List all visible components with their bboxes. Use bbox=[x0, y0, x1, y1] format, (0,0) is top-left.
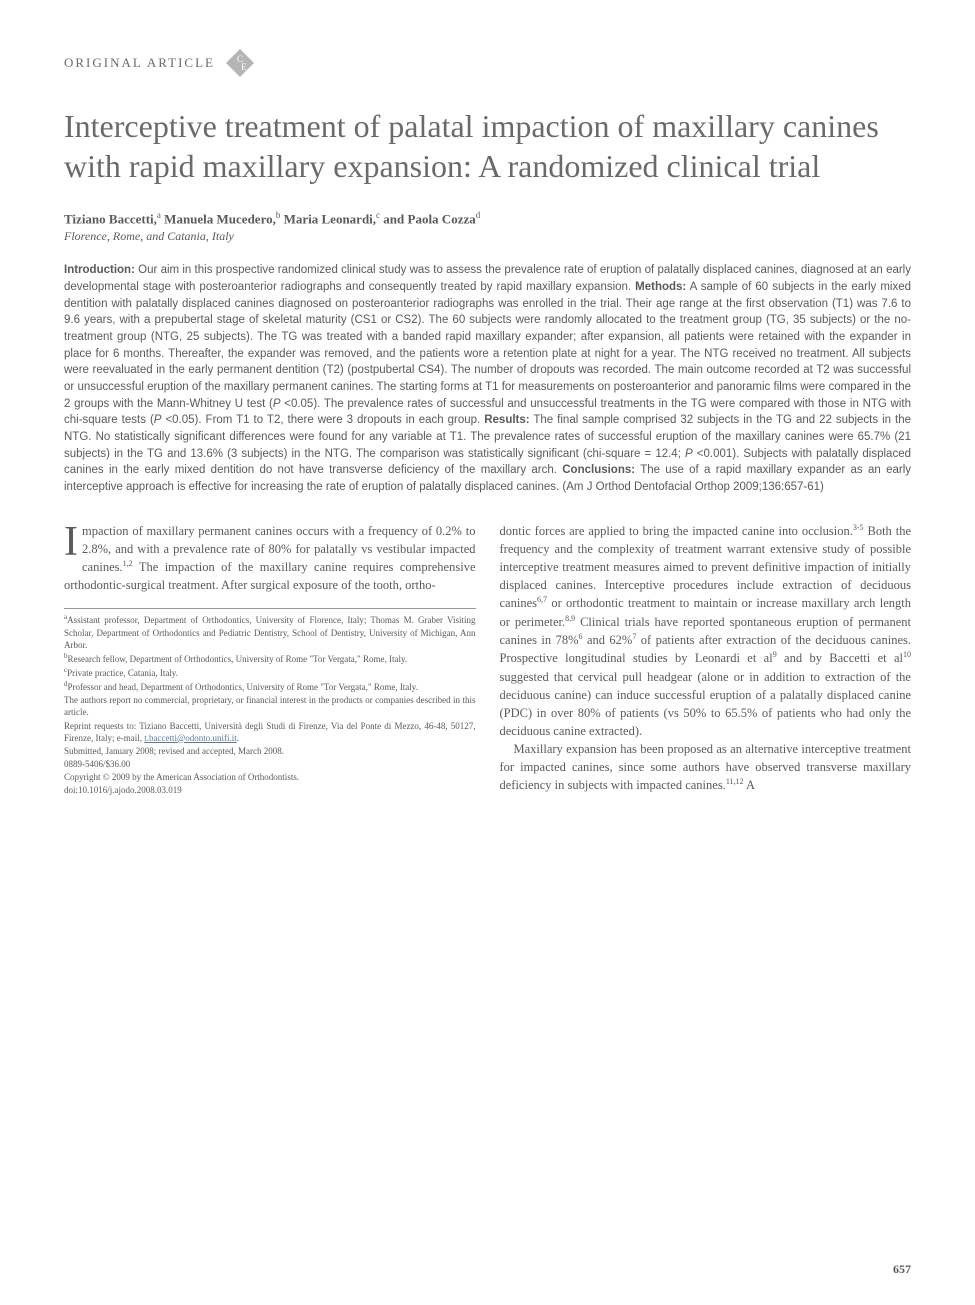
body-paragraph-3: Maxillary expansion has been proposed as… bbox=[500, 740, 912, 795]
footnote-copyright: Copyright © 2009 by the American Associa… bbox=[64, 771, 476, 783]
badge-e: E bbox=[241, 62, 247, 72]
column-left: Impaction of maxillary permanent canines… bbox=[64, 522, 476, 798]
footnote-doi: doi:10.1016/j.ajodo.2008.03.019 bbox=[64, 784, 476, 796]
dropcap: I bbox=[64, 522, 82, 562]
abstract-intro-label: Introduction: bbox=[64, 264, 135, 276]
footnote-d: dProfessor and head, Department of Ortho… bbox=[64, 680, 476, 693]
column-right: dontic forces are applied to bring the i… bbox=[500, 522, 912, 798]
affiliation-line: Florence, Rome, and Catania, Italy bbox=[64, 229, 911, 244]
body-paragraph-2: dontic forces are applied to bring the i… bbox=[500, 522, 912, 740]
p-italic-3: P bbox=[685, 448, 693, 460]
footnote-issn: 0889-5406/$36.00 bbox=[64, 758, 476, 770]
abstract-methods-text: A sample of 60 subjects in the early mix… bbox=[64, 281, 911, 410]
body-columns: Impaction of maxillary permanent canines… bbox=[64, 522, 911, 798]
abstract-conclusions-label: Conclusions: bbox=[562, 464, 635, 476]
footnote-a: aAssistant professor, Department of Orth… bbox=[64, 613, 476, 650]
article-title: Interceptive treatment of palatal impact… bbox=[64, 106, 911, 186]
abstract-results-label: Results: bbox=[484, 414, 529, 426]
footnote-b: bResearch fellow, Department of Orthodon… bbox=[64, 652, 476, 665]
p-italic-1: P bbox=[273, 398, 281, 410]
footnotes-block: aAssistant professor, Department of Orth… bbox=[64, 608, 476, 796]
reprint-email-link[interactable]: t.baccetti@odonto.unifi.it bbox=[144, 733, 237, 743]
ce-badge-icon: C E bbox=[225, 48, 255, 78]
footnote-reprint: Reprint requests to: Tiziano Baccetti, U… bbox=[64, 720, 476, 744]
footnote-c: cPrivate practice, Catania, Italy. bbox=[64, 666, 476, 679]
authors-line: Tiziano Baccetti,a Manuela Mucedero,b Ma… bbox=[64, 210, 911, 227]
abstract-block: Introduction: Our aim in this prospectiv… bbox=[64, 262, 911, 495]
abstract-methods-label: Methods: bbox=[635, 281, 686, 293]
body-p1-text: mpaction of maxillary permanent canines … bbox=[64, 524, 476, 593]
footnote-disclosure: The authors report no commercial, propri… bbox=[64, 694, 476, 718]
body-paragraph-1: Impaction of maxillary permanent canines… bbox=[64, 522, 476, 595]
footnote-submitted: Submitted, January 2008; revised and acc… bbox=[64, 745, 476, 757]
abstract-methods-text-3: <0.05). From T1 to T2, there were 3 drop… bbox=[161, 414, 484, 426]
page-number: 657 bbox=[893, 1262, 911, 1277]
article-type-label: ORIGINAL ARTICLE bbox=[64, 55, 215, 71]
header-row: ORIGINAL ARTICLE C E bbox=[64, 48, 911, 78]
